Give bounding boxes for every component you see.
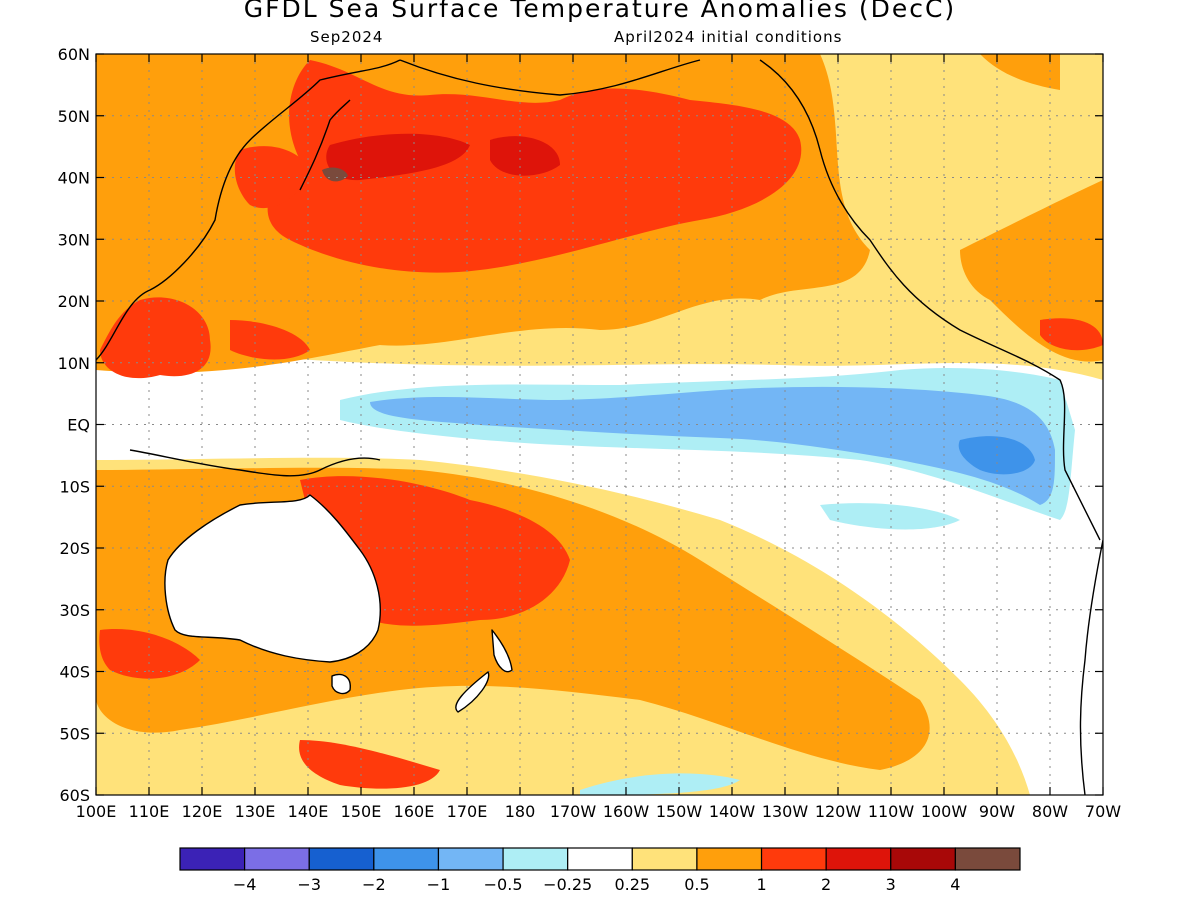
colorbar-swatch [825, 847, 892, 871]
lon-label: 110E [129, 802, 170, 821]
japan-islands [299, 99, 351, 191]
anomaly-region-3-kuroshio [326, 133, 470, 181]
lon-label: 140E [288, 802, 329, 821]
colorbar-swatch [954, 847, 1021, 871]
lat-label: 50S [59, 724, 90, 743]
colorbar-label: −2 [362, 875, 386, 894]
tasmania-landmass [331, 673, 351, 695]
lon-label: 80W [1032, 802, 1068, 821]
asia-coast [96, 59, 401, 361]
lat-label: 20N [58, 292, 90, 311]
indonesia-islands [129, 449, 381, 477]
colorbar-swatch [373, 847, 440, 871]
coastlines [96, 59, 1103, 795]
lat-label: 60N [58, 45, 90, 64]
anomaly-region-neg025-south-60 [580, 773, 740, 795]
lon-label: 70W [1085, 802, 1121, 821]
map-title: GFDL Sea Surface Temperature Anomalies (… [243, 0, 957, 23]
lon-label: 170W [550, 802, 597, 821]
colorbar-label: 1 [756, 875, 766, 894]
lat-label: 30S [59, 601, 90, 620]
lat-label: 60S [59, 786, 90, 805]
colorbar-legend: −4 −3 −2 −1 −0.5 −0.25 0.25 0.5 1 2 3 4 [179, 847, 1021, 894]
initial-conditions: April2024 initial conditions [614, 28, 843, 46]
anomaly-region-neg05-equator [370, 386, 1055, 505]
colorbar-swatch [567, 847, 633, 871]
anomaly-field [96, 54, 1103, 795]
anomaly-region-1-ne-corner [980, 54, 1060, 90]
lon-label: 160W [603, 802, 650, 821]
lon-label: 150W [656, 802, 703, 821]
lat-label: 30N [58, 230, 90, 249]
lon-label: 180 [505, 802, 536, 821]
lon-label: 140W [709, 802, 756, 821]
lon-label: 110W [868, 802, 915, 821]
lat-label: 20S [59, 539, 90, 558]
new-zealand-north-landmass [491, 629, 513, 673]
forecast-month: Sep2024 [310, 28, 384, 46]
colorbar-label: −3 [297, 875, 321, 894]
colorbar-swatch [308, 847, 375, 871]
colorbar-label: 2 [821, 875, 831, 894]
lat-label: 10S [59, 477, 90, 496]
south-america-coast [1079, 539, 1103, 795]
colorbar-swatch [890, 847, 956, 871]
anomaly-region-2-south-indian [99, 629, 200, 679]
colorbar-label: −0.25 [543, 875, 592, 894]
colorbar-swatch [437, 847, 504, 871]
colorbar-label: 0.5 [684, 875, 709, 894]
anomaly-region-neg025-south [820, 503, 960, 530]
north-america-coast [759, 59, 1101, 541]
anomaly-region-3-kuroshio-2 [490, 136, 560, 176]
colorbar-swatch [502, 847, 569, 871]
anomaly-region-1-east [960, 180, 1103, 362]
anomaly-region-2-westpacific [230, 320, 310, 360]
alaska-coast [399, 59, 701, 96]
anomaly-region-2-south-60 [299, 740, 440, 789]
lat-label: 40N [58, 169, 90, 188]
lon-label: 120E [182, 802, 223, 821]
colorbar-swatch [631, 847, 698, 871]
lon-label: 100W [921, 802, 968, 821]
latitude-axis: 60N 50N 40N 30N 20N 10N EQ 10S 20S 30S 40S 50S 60S [58, 45, 1103, 805]
australia-landmass [164, 494, 381, 663]
lat-label: EQ [67, 416, 90, 435]
colorbar-swatch [244, 847, 310, 871]
colorbar-swatch [179, 847, 246, 871]
lon-label: 150E [341, 802, 382, 821]
anomaly-region-2-gulf [1040, 318, 1103, 351]
new-zealand-south-landmass [455, 671, 490, 713]
colorbar-label: 3 [886, 875, 896, 894]
lat-label: 40S [59, 663, 90, 682]
lon-label: 170E [447, 802, 488, 821]
lat-label: 50N [58, 107, 90, 126]
lon-label: 100E [76, 802, 117, 821]
colorbar-label: 4 [950, 875, 960, 894]
lat-label: 10N [58, 354, 90, 373]
colorbar-label: −4 [233, 875, 257, 894]
grid [96, 54, 1103, 795]
lon-label: 160E [394, 802, 435, 821]
colorbar-label: 0.25 [614, 875, 650, 894]
colorbar-swatch [696, 847, 763, 871]
lon-label: 90W [979, 802, 1015, 821]
lon-label: 120W [815, 802, 862, 821]
colorbar-label: −0.5 [484, 875, 523, 894]
colorbar-label: −1 [427, 875, 451, 894]
lon-label: 130E [235, 802, 276, 821]
longitude-axis: 100E 110E 120E 130E 140E 150E 160E 170E 180 170W 1… [76, 54, 1121, 821]
colorbar-swatch [760, 847, 827, 871]
anomaly-region-2-philippines [100, 297, 211, 379]
lon-label: 130W [762, 802, 809, 821]
